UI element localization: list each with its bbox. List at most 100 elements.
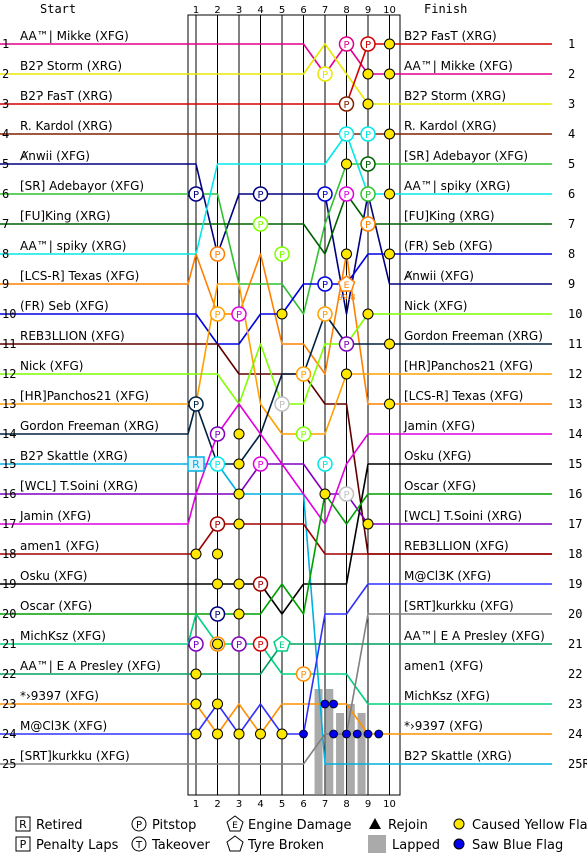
- pitstop-marker: [209, 456, 226, 472]
- legend-box-symbol: [15, 836, 31, 852]
- start-position-number: 11: [2, 337, 16, 351]
- driver-line: [0, 163, 552, 315]
- start-driver-label: M@Cl3K (XFG): [20, 719, 107, 733]
- pitstop-marker-letter: P: [343, 340, 349, 351]
- finish-position-number: 25R: [568, 757, 587, 771]
- blue-flag-marker: [299, 729, 308, 739]
- finish-driver-label: B2Ɂ FasT (XRG): [404, 29, 497, 43]
- start-driver-label: (FR) Seb (XFG): [20, 299, 109, 313]
- yellow-flag-marker: [276, 308, 288, 320]
- yellow-flag-marker: [190, 698, 202, 710]
- pitstop-marker: [317, 306, 333, 322]
- pitstop-marker-letter: P: [300, 670, 306, 681]
- yellow-flag-marker: [233, 578, 245, 590]
- finish-position-number: 6: [568, 187, 575, 201]
- pitstop-marker: [338, 96, 355, 112]
- start-position-number: 21: [2, 637, 16, 651]
- finish-position-number: 17: [568, 517, 582, 531]
- finish-driver-label: Nick (XFG): [404, 299, 467, 313]
- lapped-bar: [336, 713, 345, 794]
- pitstop-marker: [338, 336, 355, 352]
- finish-driver-label: Oscar (XFG): [404, 479, 476, 493]
- start-driver-label: MichKsz (XFG): [20, 629, 106, 643]
- pitstop-marker: [295, 366, 312, 382]
- pitstop-marker-letter: P: [257, 190, 263, 201]
- driver-line: [0, 313, 552, 405]
- yellow-flag-marker: [341, 368, 352, 380]
- pitstop-marker-letter: P: [322, 190, 328, 201]
- pitstop-marker-letter: P: [193, 640, 199, 651]
- pitstop-marker-letter: P: [300, 430, 306, 441]
- finish-position-number: 3: [568, 97, 575, 111]
- yellow-flag-marker: [190, 548, 202, 560]
- yellow-flag-marker: [190, 668, 202, 680]
- start-driver-label: [FU]King (XRG): [20, 209, 111, 223]
- pitstop-marker: [209, 606, 226, 622]
- pitstop-marker-letter: P: [322, 310, 328, 321]
- pitstop-marker-letter: P: [300, 370, 306, 381]
- driver-line: [0, 583, 552, 735]
- start-position-number: 17: [2, 517, 16, 531]
- start-driver-label: R. Kardol (XRG): [20, 119, 113, 133]
- legend-circle-symbol: [131, 836, 147, 852]
- driver-line: [0, 493, 552, 615]
- pitstop-marker-letter: P: [214, 430, 220, 441]
- pitstop-marker-letter: P: [214, 250, 220, 261]
- lap-number-bottom: 5: [279, 799, 285, 810]
- engine-damage-marker: [337, 275, 356, 292]
- yellow-flag-marker: [362, 308, 374, 320]
- start-position-number: 12: [2, 367, 16, 381]
- pitstop-marker-letter: P: [214, 520, 220, 531]
- yellow-flag-marker: [255, 728, 266, 740]
- yellow-flag-marker: [319, 488, 331, 500]
- lap-number-top: 9: [365, 5, 371, 16]
- lap-number-top: 10: [383, 5, 396, 16]
- legend-yellow-dot: [453, 818, 465, 830]
- pitstop-marker-letter: P: [257, 460, 263, 471]
- start-driver-label: Oscar (XFG): [20, 599, 92, 613]
- finish-driver-label: AA™| spiky (XRG): [404, 179, 510, 193]
- pitstop-marker-letter: P: [365, 130, 371, 141]
- lap-number-bottom: 1: [193, 799, 199, 810]
- pitstop-marker: [360, 126, 376, 142]
- start-position-number: 19: [2, 577, 16, 591]
- finish-driver-label: amen1 (XFG): [404, 659, 483, 673]
- pitstop-marker-letter: P: [343, 100, 349, 111]
- yellow-flag-marker: [212, 698, 223, 710]
- legend-rejoin-triangle: [369, 818, 381, 829]
- start-driver-label: AA™| spiky (XRG): [20, 239, 126, 253]
- lapped-bar: [325, 689, 334, 794]
- legend-label: Caused Yellow Flag: [472, 818, 587, 833]
- yellow-flag-marker: [233, 428, 245, 440]
- pitstop-marker-letter: P: [365, 40, 371, 51]
- finish-driver-label: [FU]King (XRG): [404, 209, 495, 223]
- driver-line: [0, 193, 552, 255]
- legend-circle-symbol: [131, 816, 147, 832]
- lap-number-bottom: 9: [365, 799, 371, 810]
- penalty-marker: [188, 396, 204, 412]
- pitstop-marker-letter: P: [343, 190, 349, 201]
- legend-lapped-box: [368, 835, 386, 853]
- pitstop-marker: [252, 186, 269, 202]
- lap-number-top: 1: [193, 5, 199, 16]
- pitstop-marker-letter: P: [365, 220, 371, 231]
- lap-number-bottom: 4: [257, 799, 263, 810]
- start-position-number: 4: [2, 127, 9, 141]
- finish-position-number: 21: [568, 637, 582, 651]
- yellow-flag-marker: [190, 728, 202, 740]
- start-position-number: 10: [2, 307, 16, 321]
- finish-position-number: 12: [568, 367, 582, 381]
- yellow-flag-marker: [233, 458, 245, 470]
- lapped-bar: [314, 689, 323, 794]
- pitstop-marker-letter: P: [343, 490, 349, 501]
- start-driver-label: Gordon Freeman (XRG): [20, 419, 159, 433]
- pitstop-marker-letter: P: [214, 610, 220, 621]
- blue-flag-marker: [374, 729, 384, 739]
- pitstop-marker: [360, 156, 376, 172]
- start-driver-label: REB3LLION (XFG): [20, 329, 125, 343]
- start-position-number: 3: [2, 97, 9, 111]
- start-driver-label: [SR] Adebayor (XFG): [20, 179, 144, 193]
- start-driver-label: B2Ɂ Skattle (XRG): [20, 449, 128, 463]
- pitstop-marker: [295, 666, 312, 682]
